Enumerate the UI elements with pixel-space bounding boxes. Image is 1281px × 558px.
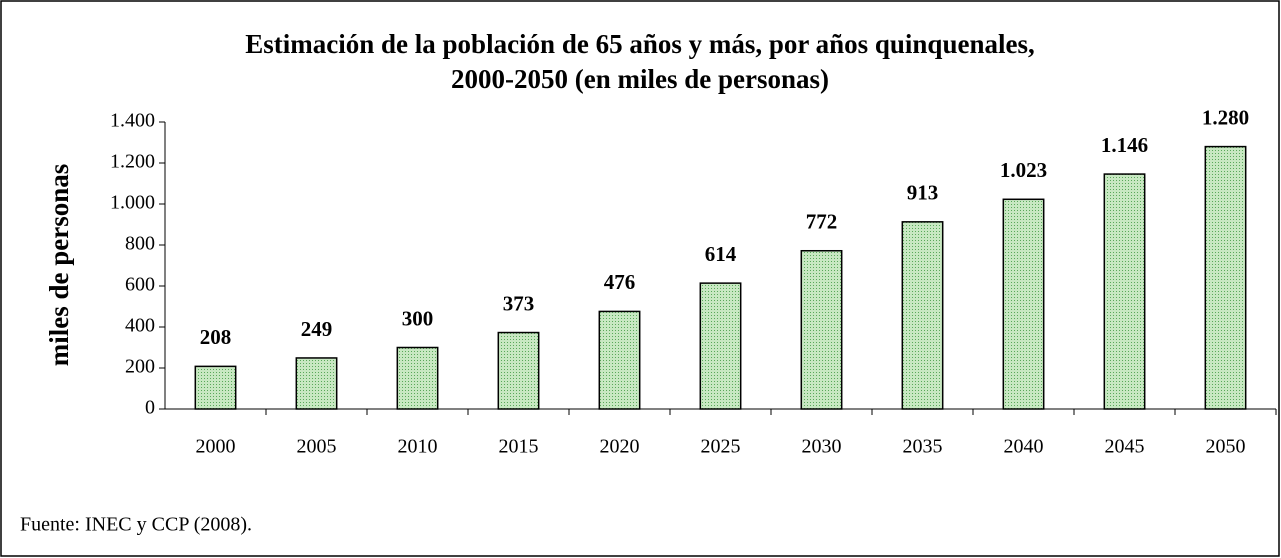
chart-subtitle: 2000-2050 (en miles de personas) — [451, 64, 829, 94]
bar — [396, 346, 439, 410]
bar — [1002, 198, 1045, 410]
y-tick-label: 200 — [125, 356, 155, 378]
x-tick-label: 2005 — [297, 436, 337, 458]
x-tick-label: 2025 — [701, 436, 741, 458]
bar — [699, 282, 742, 410]
y-tick-label: 0 — [145, 397, 155, 419]
value-label: 772 — [806, 210, 838, 234]
y-axis-label: miles de personas — [44, 164, 74, 367]
bar — [800, 249, 843, 410]
value-label: 913 — [907, 181, 939, 205]
bar — [598, 310, 641, 410]
bar — [1103, 173, 1146, 410]
x-tick-label: 2020 — [600, 436, 640, 458]
bar — [194, 365, 237, 410]
source: Fuente: INEC y CCP (2008). — [20, 514, 252, 536]
value-label: 476 — [604, 270, 636, 294]
bar — [295, 357, 338, 410]
value-label: 249 — [301, 317, 333, 341]
y-tick-label: 1.000 — [110, 192, 155, 214]
y-tick-label: 400 — [125, 315, 155, 337]
value-label: 614 — [705, 242, 737, 266]
value-label: 373 — [503, 291, 535, 315]
x-tick-label: 2010 — [398, 436, 438, 458]
y-tick-label: 1.400 — [110, 110, 155, 132]
value-label: 1.023 — [1000, 158, 1047, 182]
bar — [497, 331, 540, 410]
value-label: 1.146 — [1101, 133, 1148, 157]
bar — [1204, 145, 1247, 410]
value-label: 1.280 — [1202, 105, 1249, 129]
x-tick-label: 2045 — [1105, 436, 1145, 458]
x-tick-label: 2000 — [196, 436, 236, 458]
y-tick-label: 800 — [125, 233, 155, 255]
y-tick-label: 1.200 — [110, 151, 155, 173]
value-label: 208 — [200, 325, 232, 349]
x-tick-label: 2040 — [1004, 436, 1044, 458]
x-tick-label: 2035 — [903, 436, 943, 458]
value-label: 300 — [402, 306, 434, 330]
y-tick-label: 600 — [125, 274, 155, 296]
x-tick-label: 2015 — [499, 436, 539, 458]
bar — [901, 221, 944, 410]
x-tick-label: 2050 — [1206, 436, 1246, 458]
x-tick-label: 2030 — [802, 436, 842, 458]
chart-title: Estimación de la población de 65 años y … — [245, 29, 1034, 59]
